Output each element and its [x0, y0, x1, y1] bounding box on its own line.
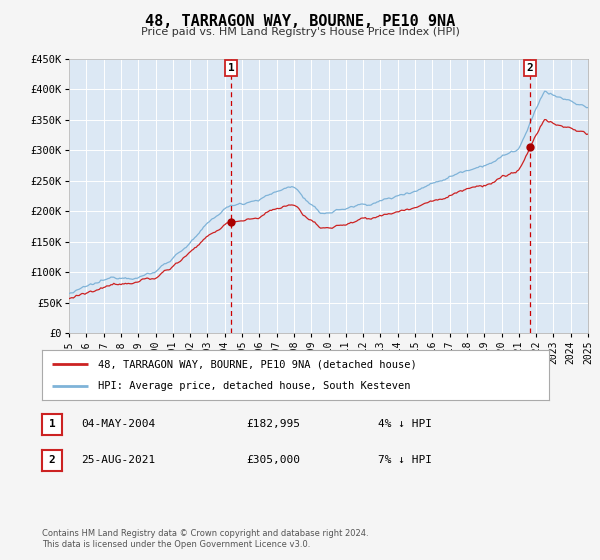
Text: 04-MAY-2004: 04-MAY-2004 [81, 419, 155, 430]
Text: 48, TARRAGON WAY, BOURNE, PE10 9NA: 48, TARRAGON WAY, BOURNE, PE10 9NA [145, 14, 455, 29]
Text: HPI: Average price, detached house, South Kesteven: HPI: Average price, detached house, Sout… [98, 381, 410, 391]
Text: £305,000: £305,000 [246, 455, 300, 465]
Text: 2: 2 [527, 63, 533, 73]
Text: 1: 1 [49, 419, 55, 430]
Text: Contains HM Land Registry data © Crown copyright and database right 2024.
This d: Contains HM Land Registry data © Crown c… [42, 529, 368, 549]
Text: £182,995: £182,995 [246, 419, 300, 430]
Text: 7% ↓ HPI: 7% ↓ HPI [378, 455, 432, 465]
Text: 25-AUG-2021: 25-AUG-2021 [81, 455, 155, 465]
Text: 4% ↓ HPI: 4% ↓ HPI [378, 419, 432, 430]
Text: Price paid vs. HM Land Registry's House Price Index (HPI): Price paid vs. HM Land Registry's House … [140, 27, 460, 37]
Text: 48, TARRAGON WAY, BOURNE, PE10 9NA (detached house): 48, TARRAGON WAY, BOURNE, PE10 9NA (deta… [98, 359, 416, 369]
Text: 2: 2 [49, 455, 55, 465]
Text: 1: 1 [228, 63, 235, 73]
